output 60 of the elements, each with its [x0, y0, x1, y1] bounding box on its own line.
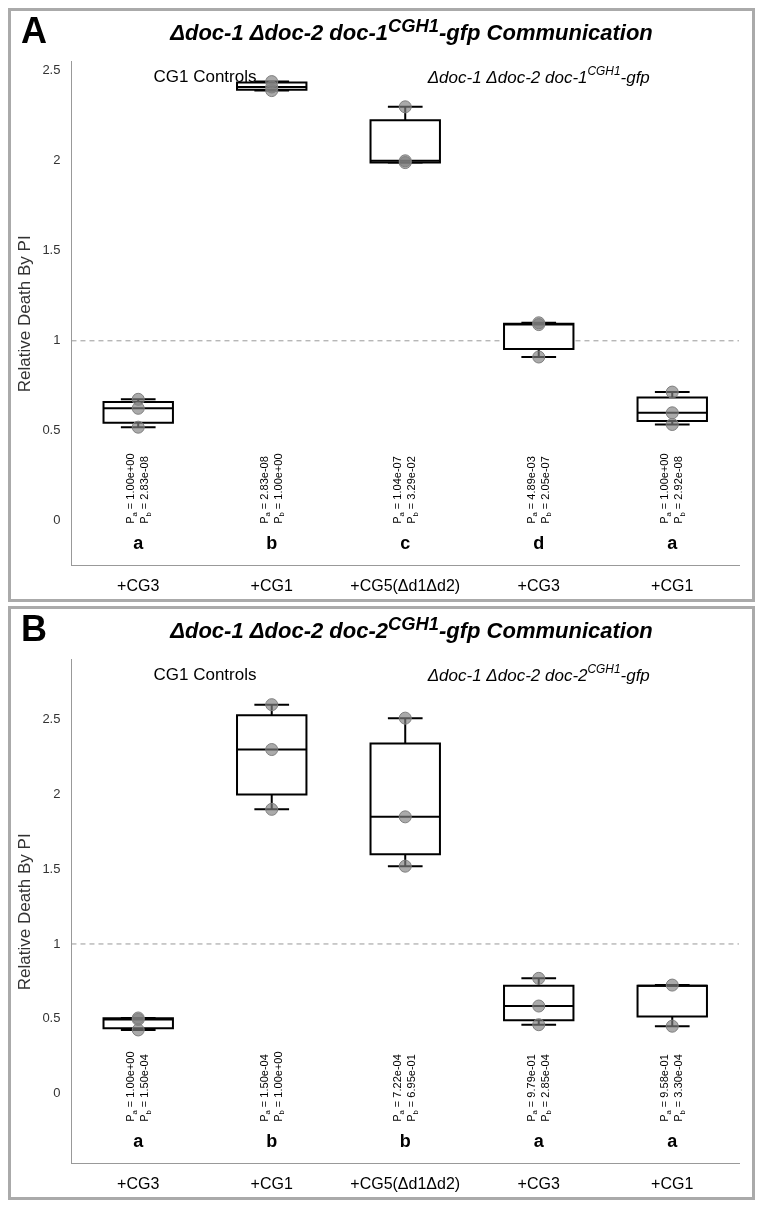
y-tick-label: 1.5: [42, 242, 61, 258]
point: [665, 1019, 679, 1033]
x-tick-label: +CG1: [651, 1174, 694, 1192]
annotation: CG1 Controls: [153, 67, 257, 87]
y-tick-label: 0: [53, 512, 61, 528]
point: [665, 406, 679, 420]
annotation: CG1 Controls: [153, 665, 257, 685]
chart-title: Δdoc-1 Δdoc-2 doc-2$^{CGH1}$-gfp Communication: [168, 613, 654, 645]
y-tick-label: 2.5: [42, 62, 61, 78]
y-tick-label: 0.5: [42, 422, 61, 438]
point: [665, 418, 679, 431]
point: [398, 100, 412, 114]
annotation: a: [133, 1130, 145, 1151]
annotation: d: [533, 532, 545, 553]
y-tick-label: 2: [53, 785, 61, 801]
text: A: [21, 10, 47, 51]
annotation: b: [266, 1130, 278, 1151]
annotation: a: [133, 532, 145, 553]
annotation: a: [667, 1130, 679, 1151]
y-tick-label: 1.5: [42, 860, 61, 876]
annotation: a: [533, 1130, 545, 1151]
point: [398, 810, 412, 824]
point: [532, 971, 546, 985]
y-tick-label: 2.5: [42, 711, 61, 727]
point: [265, 698, 279, 712]
annotation: b: [266, 532, 278, 553]
annotation: a: [667, 532, 679, 553]
y-axis-title: Relative Death By PI: [14, 235, 34, 393]
y-tick-label: 0.5: [42, 1010, 61, 1026]
y-tick-label: 2: [53, 152, 61, 168]
point: [532, 350, 546, 364]
point: [398, 859, 412, 873]
point: [265, 802, 279, 816]
point: [131, 392, 145, 406]
x-tick-label: +CG5(Δd1Δd2): [350, 576, 461, 594]
x-tick-label: +CG3: [517, 576, 560, 594]
x-tick-label: +CG1: [250, 576, 293, 594]
x-tick-label: +CG1: [651, 576, 694, 594]
y-axis-title: Relative Death By PI: [14, 833, 34, 991]
point: [532, 1018, 546, 1032]
chart-title: Δdoc-1 Δdoc-2 doc-1$^{CGH1}$-gfp Communication: [168, 15, 654, 47]
annotation: b: [399, 1130, 411, 1151]
y-tick-label: 1: [53, 332, 61, 348]
y-tick-label: 1: [53, 935, 61, 951]
x-tick-label: +CG1: [250, 1174, 293, 1192]
x-tick-label: +CG3: [517, 1174, 560, 1192]
point: [265, 743, 279, 757]
point: [665, 385, 679, 399]
point: [532, 999, 546, 1013]
y-tick-label: 0: [53, 1085, 61, 1101]
x-tick-label: +CG3: [117, 576, 160, 594]
text: B: [21, 608, 47, 649]
annotation: c: [400, 532, 411, 553]
point: [131, 420, 145, 434]
point: [398, 711, 412, 725]
point: [131, 1023, 145, 1037]
x-tick-label: +CG3: [117, 1174, 160, 1192]
point: [265, 75, 279, 89]
x-tick-label: +CG5(Δd1Δd2): [350, 1174, 461, 1192]
point: [665, 978, 679, 992]
